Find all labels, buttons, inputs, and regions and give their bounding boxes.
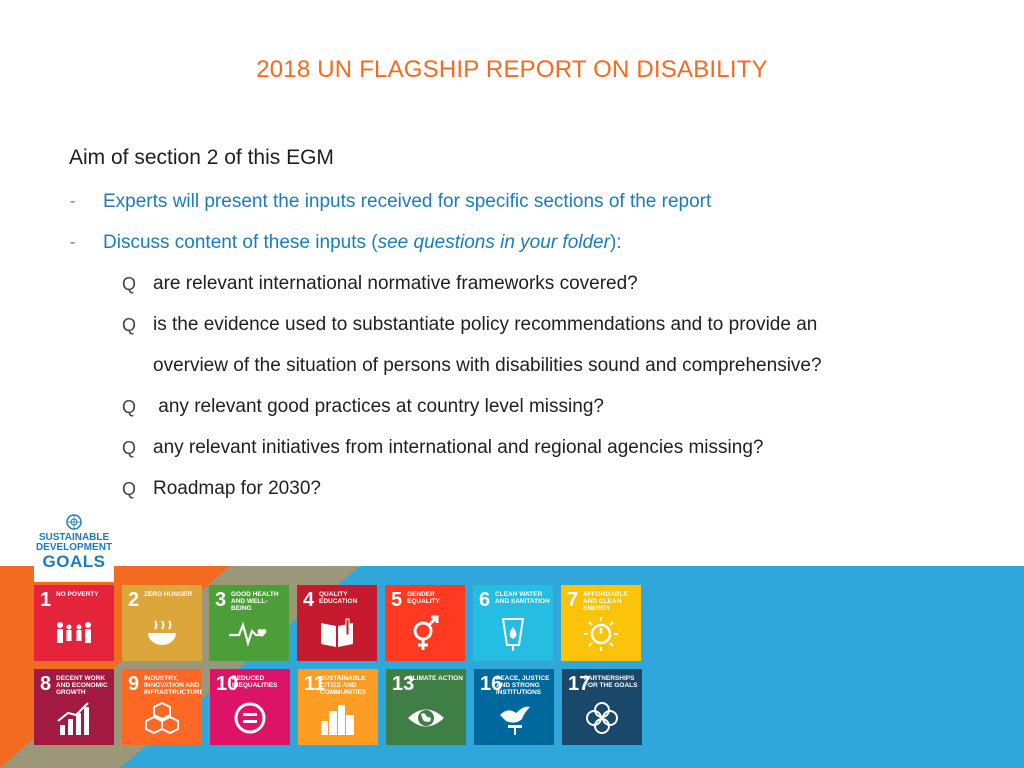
sdg-tile-8: 8 DECENT WORK AND ECONOMIC GROWTH [34,669,114,745]
sdg-logo-line2: DEVELOPMENT [35,542,113,553]
growth-chart-icon [57,702,89,735]
sdg-logo: SUSTAINABLE DEVELOPMENT GOALS [34,503,114,582]
sdg-logo-line3: GOALS [42,552,106,571]
question-marker: Q [122,397,137,417]
sdg-tile-2: 2 ZERO HUNGER [122,585,202,661]
rings-icon [586,702,618,734]
cubes-icon [145,701,179,735]
question-marker: Q [122,274,137,294]
bullet-text: Experts will present the inputs received… [103,191,712,212]
sdg-tile-17: 17 PARTNERSHIPS FOR THE GOALS [562,669,642,745]
bullet-italic-text: see questions in your folder [377,232,610,253]
equal-icon [234,702,266,734]
sdg-tile-16: 16 PEACE, JUSTICE AND STRONG INSTITUTION… [474,669,554,745]
heartbeat-icon [229,621,267,647]
question-marker: Q [122,315,137,335]
sdg-tile-10: 10 REDUCED INEQUALITIES [210,669,290,745]
family-icon [57,622,91,643]
bullet-marker: - [70,234,76,251]
question-text: is the evidence used to substantiate pol… [153,314,818,335]
question-marker: Q [122,479,137,499]
bowl-icon [148,620,176,645]
sdg-tile-3: 3 GOOD HEALTH AND WELL-BEING [209,585,289,661]
sdg-tile-6: 6 CLEAN WATER AND SANITATION [473,585,553,661]
sdg-tile-7: 7 AFFORDABLE AND CLEAN ENERGY [561,585,641,661]
sdg-tile-9: 9 INDUSTRY, INNOVATION AND INFRASTRUCTUR… [122,669,202,745]
sdg-logo-line1: SUSTAINABLE [38,532,110,543]
sdg-tile-11: 11 SUSTAINABLE CITIES AND COMMUNITIES [298,669,378,745]
question-text: overview of the situation of persons wit… [153,355,822,376]
question-text: Roadmap for 2030? [153,478,321,499]
question-text: are relevant international normative fra… [153,273,638,294]
gender-icon [413,615,439,650]
sdg-tile-1: 1 NO POVERTY [34,585,114,661]
sun-power-icon [584,617,618,651]
sdg-tile-13: 13 CLIMATE ACTION [386,669,466,745]
page-title: 2018 UN FLAGSHIP REPORT ON DISABILITY [256,56,768,83]
water-drop-icon [501,618,525,651]
eye-globe-icon [408,709,444,727]
buildings-icon [321,705,354,735]
sdg-tile-5: 5 GENDER EQUALITY [385,585,465,661]
dove-icon [500,706,530,735]
un-emblem-icon [66,514,82,530]
book-icon [321,618,353,647]
section-heading: Aim of section 2 of this EGM [69,146,334,169]
question-text: any relevant initiatives from internatio… [153,437,764,458]
question-text: any relevant good practices at country l… [153,396,604,417]
sdg-tile-4: 4 QUALITY EDUCATION [297,585,377,661]
bullet-text: Discuss content of these inputs (see que… [103,232,622,253]
question-marker: Q [122,438,137,458]
bullet-marker: - [70,193,76,210]
